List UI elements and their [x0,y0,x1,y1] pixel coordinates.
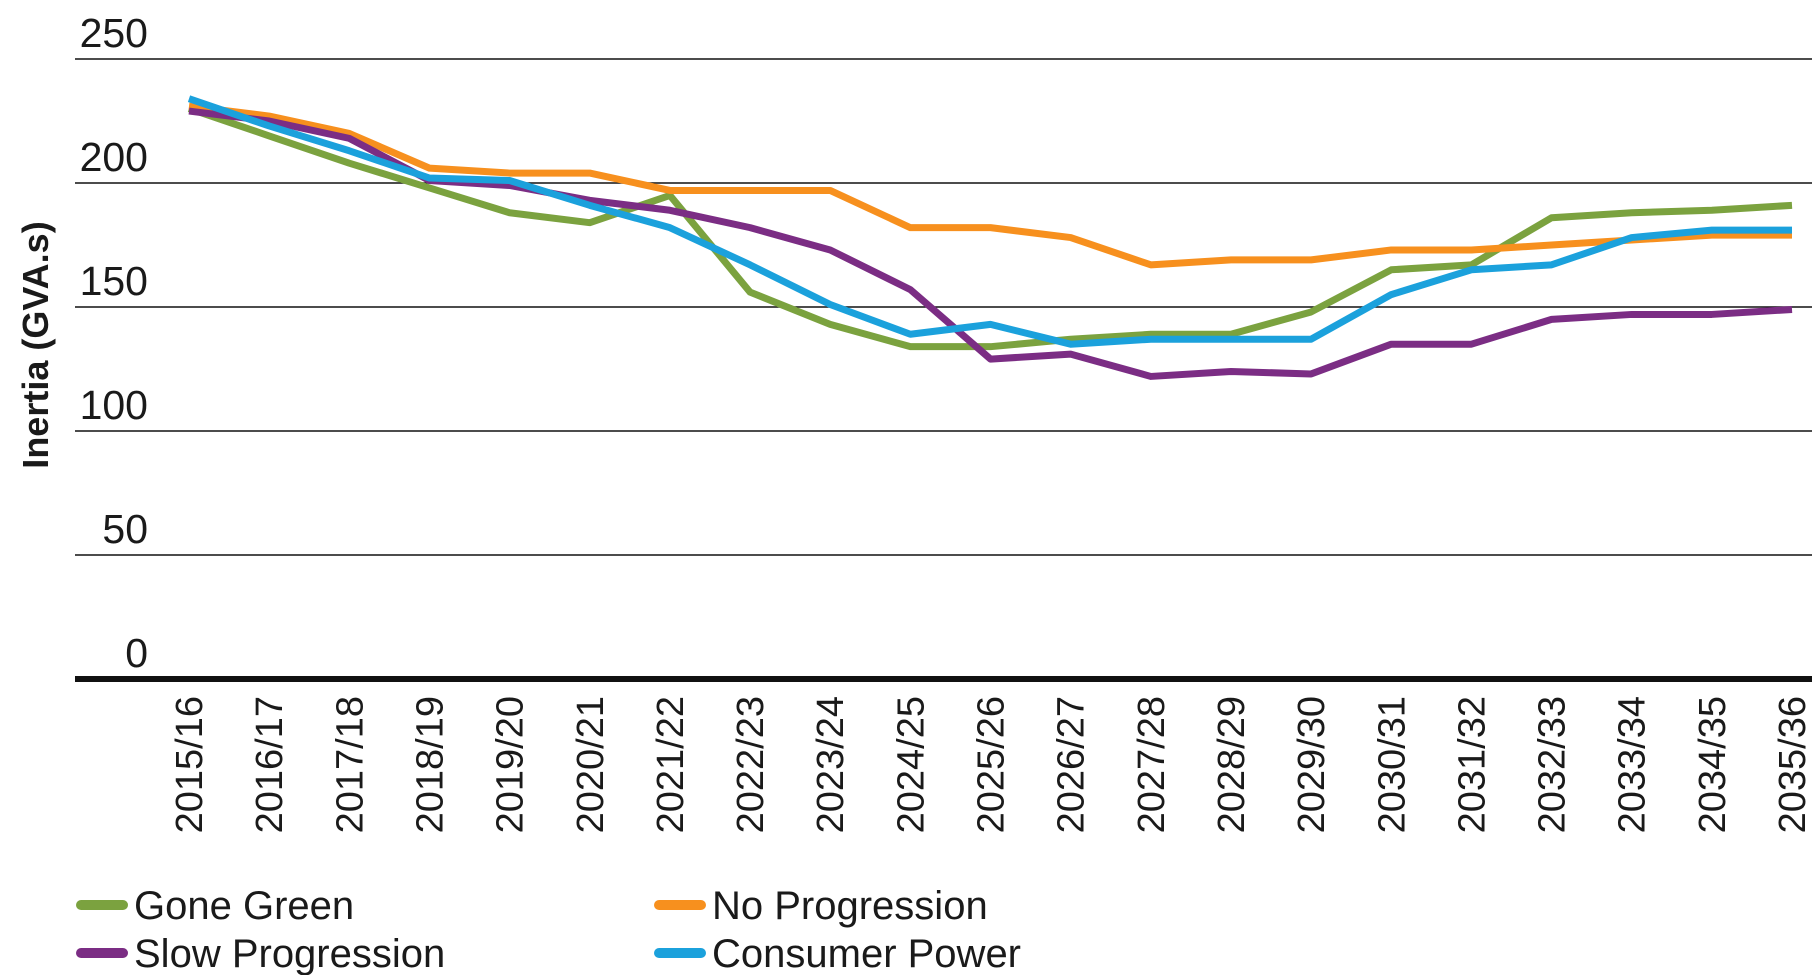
x-tick-label: 2032/33 [1532,696,1574,833]
y-axis-label: Inertia (GVA.s) [15,221,56,468]
x-tick-label: 2015/16 [169,696,211,833]
legend-label: Gone Green [134,884,354,928]
x-tick-label: 2024/25 [890,696,932,833]
x-tick-label: 2034/35 [1692,696,1734,833]
y-tick-label: 50 [102,506,148,552]
x-tick-label: 2033/34 [1612,696,1654,833]
series-line [187,95,1792,348]
series-line [188,102,1792,269]
y-tick-label: 0 [125,630,148,676]
x-tick-label: 2029/30 [1291,696,1333,833]
x-tick-label: 2023/24 [810,696,852,833]
legend-label: Slow Progression [134,932,445,975]
x-tick-label: 2035/36 [1772,696,1814,833]
x-tick-label: 2016/17 [249,696,291,833]
y-tick-label: 200 [80,134,148,180]
legend-label: Consumer Power [712,932,1021,975]
x-tick-label: 2025/26 [971,696,1013,833]
x-tick-label: 2028/29 [1211,696,1253,833]
legend-label: No Progression [712,884,988,928]
x-tick-label: 2022/23 [730,696,772,833]
x-tick-label: 2018/19 [409,696,451,833]
series-line [187,105,1793,351]
y-tick-label: 150 [80,258,148,304]
x-tick-label: 2031/32 [1451,696,1493,833]
y-tick-label: 100 [80,382,148,428]
x-tick-label: 2021/22 [650,696,692,833]
x-tick-label: 2020/21 [570,696,612,833]
x-tick-label: 2026/27 [1051,696,1093,833]
x-tick-label: 2030/31 [1371,696,1413,833]
x-tick-label: 2017/18 [329,696,371,833]
y-tick-label: 250 [80,10,148,56]
x-tick-label: 2027/28 [1131,696,1173,833]
x-tick-label: 2019/20 [490,696,532,833]
